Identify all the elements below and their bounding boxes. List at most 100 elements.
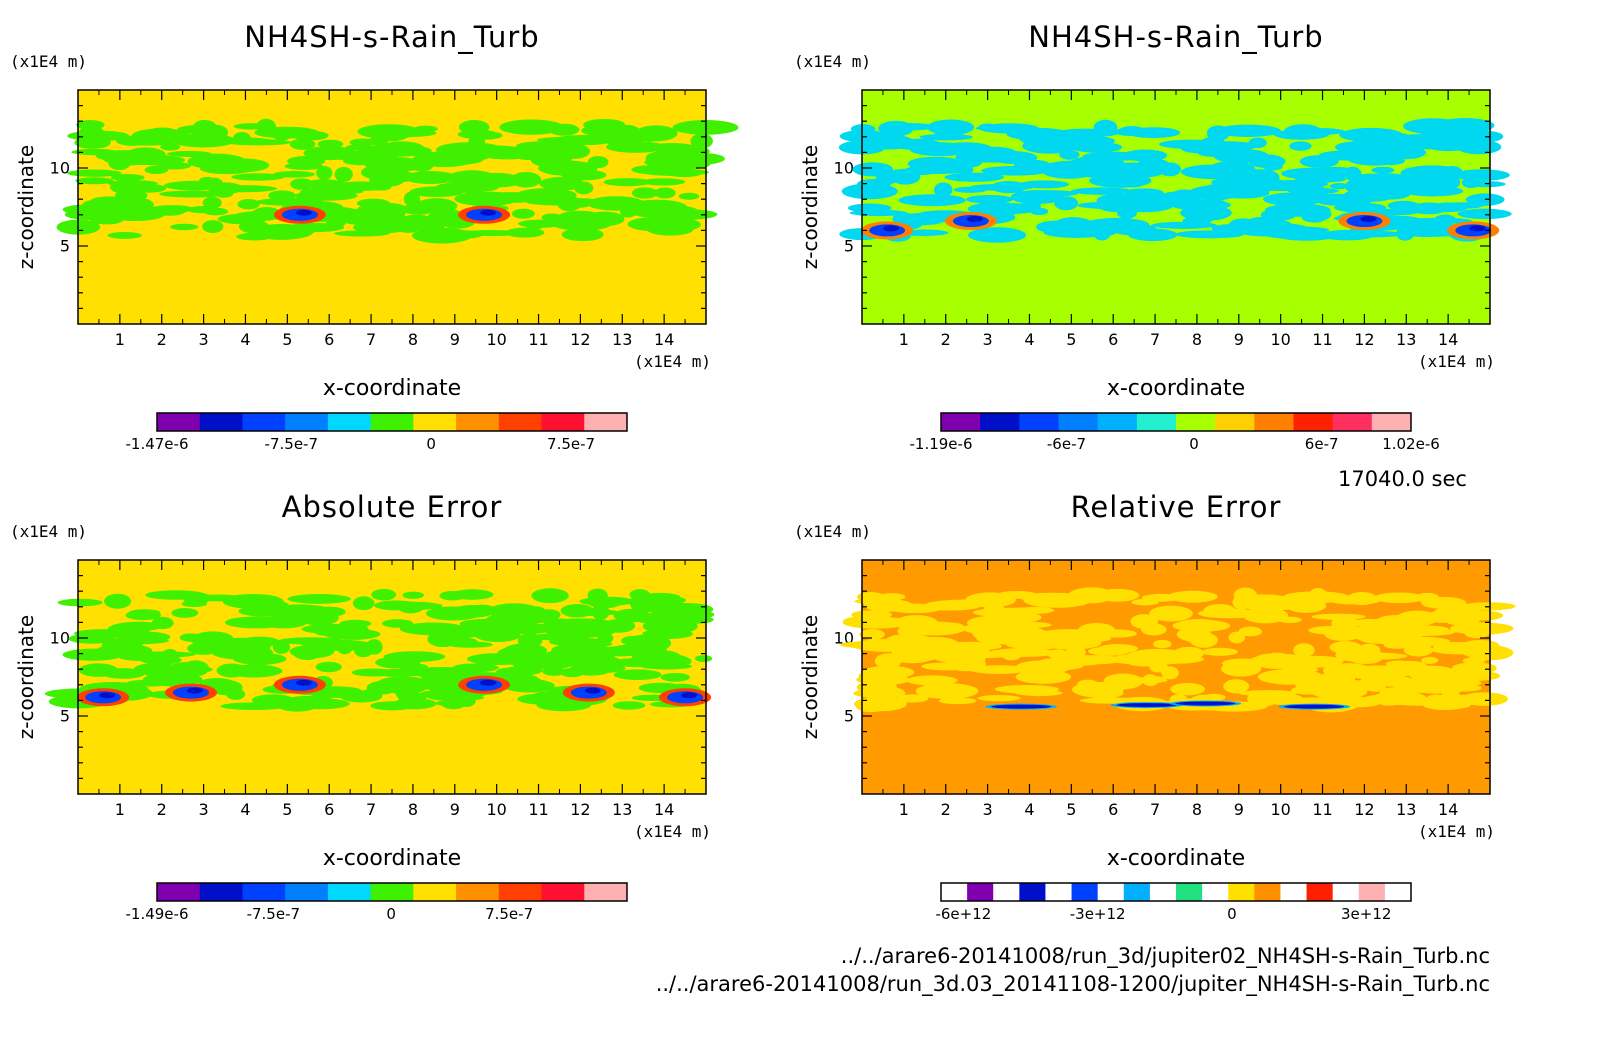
feature-blob xyxy=(1461,130,1504,143)
feature-blob xyxy=(460,229,522,237)
hot-spot xyxy=(77,688,130,707)
x-tick-label: 9 xyxy=(449,330,460,349)
feature-blob xyxy=(612,701,646,710)
colorbar-segment xyxy=(327,883,372,901)
panel-title: NH4SH-s-Rain_Turb xyxy=(1028,20,1324,54)
feature-blob xyxy=(1403,228,1448,238)
feature-blob xyxy=(1348,191,1402,199)
feature-blob xyxy=(898,194,966,207)
colorbar-segment xyxy=(157,413,201,431)
feature-blob xyxy=(529,633,590,641)
feature-blob xyxy=(1070,187,1134,195)
feature-blob xyxy=(442,701,465,710)
feature-blob xyxy=(57,598,103,607)
x-tick-label: 9 xyxy=(449,800,460,819)
feature-band xyxy=(838,118,1512,243)
feature-blob xyxy=(579,596,636,606)
hot-spot xyxy=(1169,700,1242,707)
feature-blob xyxy=(1130,614,1159,629)
feature-blob xyxy=(493,603,536,614)
hot-spot-core xyxy=(295,679,312,686)
feature-blob xyxy=(336,640,353,655)
feature-blob xyxy=(1076,681,1110,694)
colorbar-segment xyxy=(1176,413,1216,431)
feature-blob xyxy=(351,668,396,677)
feature-blob xyxy=(574,624,601,633)
y-unit: (x1E4 m) xyxy=(794,522,872,541)
y-tick-label: 5 xyxy=(59,706,70,726)
colorbar-segment xyxy=(327,413,372,431)
panel-title: Relative Error xyxy=(1070,490,1282,524)
feature-blob xyxy=(477,192,542,203)
colorbar-segment xyxy=(1332,883,1360,901)
feature-blob xyxy=(1420,120,1439,137)
colorbar-tick-label: 1.02e-6 xyxy=(1382,435,1440,453)
feature-blob xyxy=(1039,658,1070,665)
feature-blob xyxy=(76,631,132,639)
x-tick-label: 10 xyxy=(1270,800,1291,819)
feature-blob xyxy=(1189,632,1218,648)
colorbar-segment xyxy=(1202,883,1229,901)
colorbar-segment xyxy=(1097,883,1125,901)
colorbar-segment xyxy=(584,883,628,901)
feature-blob xyxy=(289,138,316,150)
feature-blob xyxy=(539,178,569,188)
x-tick-label: 11 xyxy=(1312,800,1333,819)
x-tick-label: 14 xyxy=(653,330,675,349)
feature-blob xyxy=(977,695,1021,702)
colorbar-segment xyxy=(157,883,201,901)
feature-blob xyxy=(381,601,443,611)
feature-blob xyxy=(475,628,521,642)
feature-blob xyxy=(317,139,344,149)
feature-blob xyxy=(660,672,691,682)
hot-spot-inner xyxy=(1116,703,1177,708)
feature-blob xyxy=(1238,626,1263,637)
feature-blob xyxy=(519,675,540,688)
x-axis-label: x-coordinate xyxy=(322,846,462,871)
y-unit: (x1E4 m) xyxy=(794,52,872,71)
colorbar-segment xyxy=(285,883,329,901)
feature-blob xyxy=(1022,135,1077,147)
feature-blob xyxy=(1180,164,1244,180)
feature-blob xyxy=(894,213,947,226)
x-tick-label: 7 xyxy=(1149,330,1161,349)
feature-blob xyxy=(1434,214,1456,225)
feature-blob xyxy=(1440,175,1461,190)
feature-blob xyxy=(1333,202,1387,213)
feature-blob xyxy=(1133,167,1165,175)
feature-blob xyxy=(255,596,284,612)
hot-spot xyxy=(1447,221,1500,240)
feature-blob xyxy=(452,663,499,673)
feature-blob xyxy=(1170,682,1205,696)
colorbar xyxy=(156,412,628,432)
feature-blob xyxy=(1373,592,1425,604)
x-tick-label: 5 xyxy=(1066,800,1077,819)
feature-blob xyxy=(409,186,465,198)
hot-spot xyxy=(273,675,326,694)
feature-blob xyxy=(1462,645,1506,659)
feature-blob xyxy=(1077,623,1116,638)
feature-blob xyxy=(304,179,346,189)
feature-blob xyxy=(1084,217,1150,232)
feature-blob xyxy=(171,607,199,618)
feature-blob xyxy=(1293,128,1346,136)
feature-blob xyxy=(1180,204,1232,221)
feature-blob xyxy=(364,147,413,155)
colorbar-frame xyxy=(940,882,1412,902)
feature-blob xyxy=(432,636,478,646)
feature-blob xyxy=(151,616,174,630)
y-unit: (x1E4 m) xyxy=(10,522,88,541)
feature-blob xyxy=(260,615,308,629)
feature-blob xyxy=(644,158,679,167)
feature-blob xyxy=(641,168,709,176)
x-axis-label: x-coordinate xyxy=(1106,376,1246,401)
feature-blob xyxy=(859,628,885,640)
colorbar-segment xyxy=(242,883,286,901)
colorbar-segment xyxy=(1332,413,1373,431)
feature-blob xyxy=(938,697,977,705)
x-tick-label: 11 xyxy=(528,800,549,819)
feature-blob xyxy=(105,207,165,221)
hot-spot-core xyxy=(681,692,698,699)
feature-blob xyxy=(226,688,246,700)
feature-blob xyxy=(1211,178,1241,187)
